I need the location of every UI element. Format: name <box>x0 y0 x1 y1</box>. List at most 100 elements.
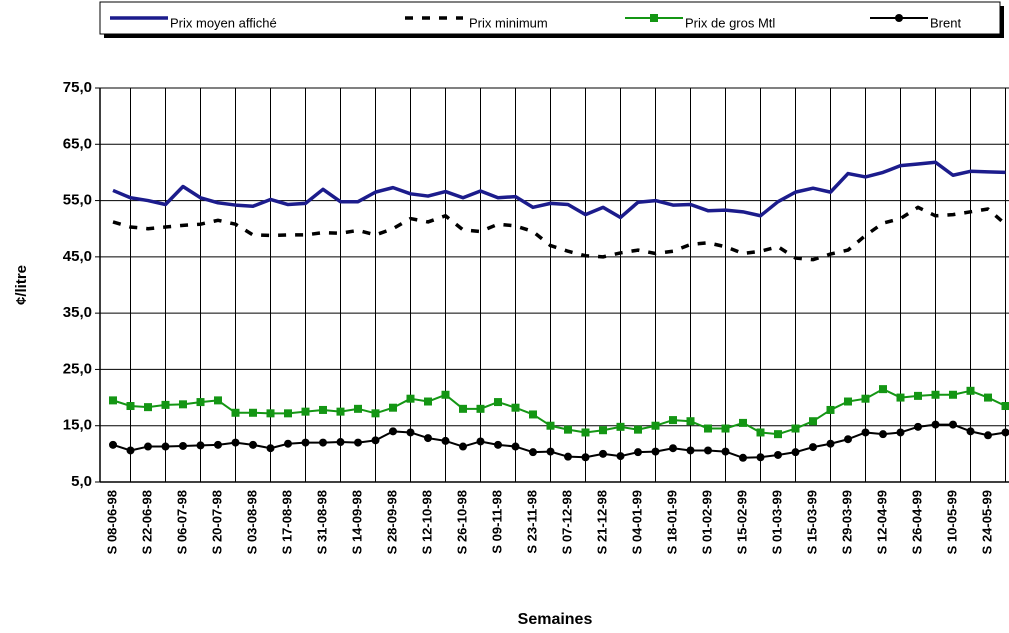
point-marker <box>826 405 835 414</box>
x-tick-label: S 09-11-98 <box>489 490 504 554</box>
point-marker <box>616 422 625 431</box>
series-line <box>112 205 1007 262</box>
x-tick-label: S 14-09-98 <box>349 490 364 554</box>
point-marker <box>231 408 240 417</box>
point-marker <box>1001 402 1009 411</box>
x-tick-label: S 15-03-99 <box>804 490 819 554</box>
x-tick-label: S 10-05-99 <box>944 490 959 554</box>
point-marker <box>756 428 765 437</box>
point-marker <box>844 435 852 444</box>
point-marker <box>249 440 257 449</box>
point-marker <box>931 420 940 429</box>
point-marker <box>354 404 362 413</box>
point-marker <box>371 409 380 418</box>
x-tick-label: S 28-09-98 <box>384 490 399 554</box>
point-marker <box>861 394 870 403</box>
point-marker <box>914 422 922 431</box>
point-marker <box>109 396 117 405</box>
point-marker <box>879 430 887 439</box>
point-marker <box>336 438 345 447</box>
point-marker <box>739 453 747 462</box>
series-line <box>112 423 1006 459</box>
point-marker <box>319 405 327 414</box>
legend-label: Prix minimum <box>469 15 548 30</box>
point-marker <box>949 420 957 429</box>
point-marker <box>669 444 677 453</box>
point-marker <box>616 452 625 461</box>
legend-marker <box>895 14 903 22</box>
point-marker <box>406 394 415 403</box>
point-marker <box>214 396 222 405</box>
legend: Prix moyen affiché Prix minimum Prix de gr… <box>110 14 961 30</box>
y-tick-label: 5,0 <box>71 473 92 490</box>
point-marker <box>179 441 187 450</box>
point-marker <box>214 440 222 449</box>
point-marker <box>144 403 152 412</box>
x-tick-label: S 04-01-99 <box>629 490 644 554</box>
point-marker <box>476 437 485 446</box>
point-marker <box>634 448 642 457</box>
point-marker <box>949 390 957 399</box>
x-tick-label: S 06-07-98 <box>174 490 189 554</box>
point-marker <box>966 386 975 395</box>
x-tick-label: S 21-12-98 <box>594 490 609 554</box>
point-marker <box>511 403 520 412</box>
point-marker <box>266 444 275 453</box>
point-marker <box>424 397 432 406</box>
point-marker <box>301 438 310 447</box>
x-tick-label: S 18-01-99 <box>664 490 679 554</box>
point-marker <box>809 417 817 426</box>
point-marker <box>896 428 905 437</box>
x-tick-label: S 17-08-98 <box>279 490 294 554</box>
y-tick-label: 15,0 <box>63 417 92 434</box>
point-marker <box>651 421 660 430</box>
point-marker <box>459 442 467 451</box>
point-marker <box>266 409 275 418</box>
point-marker <box>651 447 660 456</box>
point-marker <box>126 402 135 411</box>
point-marker <box>931 390 940 399</box>
point-marker <box>634 425 642 434</box>
point-marker <box>389 403 397 412</box>
point-marker <box>669 416 677 425</box>
point-marker <box>844 397 852 406</box>
point-marker <box>301 407 310 416</box>
point-marker <box>686 446 695 455</box>
x-tick-label: S 01-02-99 <box>699 490 714 554</box>
x-tick-label: S 26-10-98 <box>454 490 469 554</box>
legend-label: Prix moyen affiché <box>170 15 277 30</box>
series-line <box>112 388 1006 436</box>
point-marker <box>896 393 905 402</box>
x-tick-label: S 20-07-98 <box>209 490 224 554</box>
point-marker <box>179 400 187 409</box>
point-marker <box>581 453 590 462</box>
point-marker <box>739 418 747 427</box>
point-marker <box>581 428 590 437</box>
point-marker <box>546 447 555 456</box>
point-marker <box>529 448 537 457</box>
x-axis-title: Semaines <box>518 611 593 628</box>
point-marker <box>126 446 135 455</box>
legend-label: Brent <box>930 15 961 30</box>
point-marker <box>336 407 345 416</box>
point-marker <box>196 441 205 450</box>
point-marker <box>494 398 502 407</box>
x-tick-label: S 12-04-99 <box>874 490 889 554</box>
point-marker <box>371 436 380 445</box>
x-tick-label: S 12-10-98 <box>419 490 434 554</box>
point-marker <box>109 440 117 449</box>
point-marker <box>441 390 450 399</box>
y-tick-label: 45,0 <box>63 248 92 265</box>
x-tick-label: S 03-08-98 <box>244 490 259 554</box>
point-marker <box>774 430 782 439</box>
point-marker <box>546 421 555 430</box>
point-marker <box>459 404 467 413</box>
x-tick-label: S 01-03-99 <box>769 490 784 554</box>
x-tick-label: S 26-04-99 <box>909 490 924 554</box>
legend-marker <box>650 14 658 22</box>
point-marker <box>564 425 572 434</box>
point-marker <box>984 393 992 402</box>
y-tick-label: 35,0 <box>63 304 92 321</box>
point-marker <box>1001 428 1009 437</box>
